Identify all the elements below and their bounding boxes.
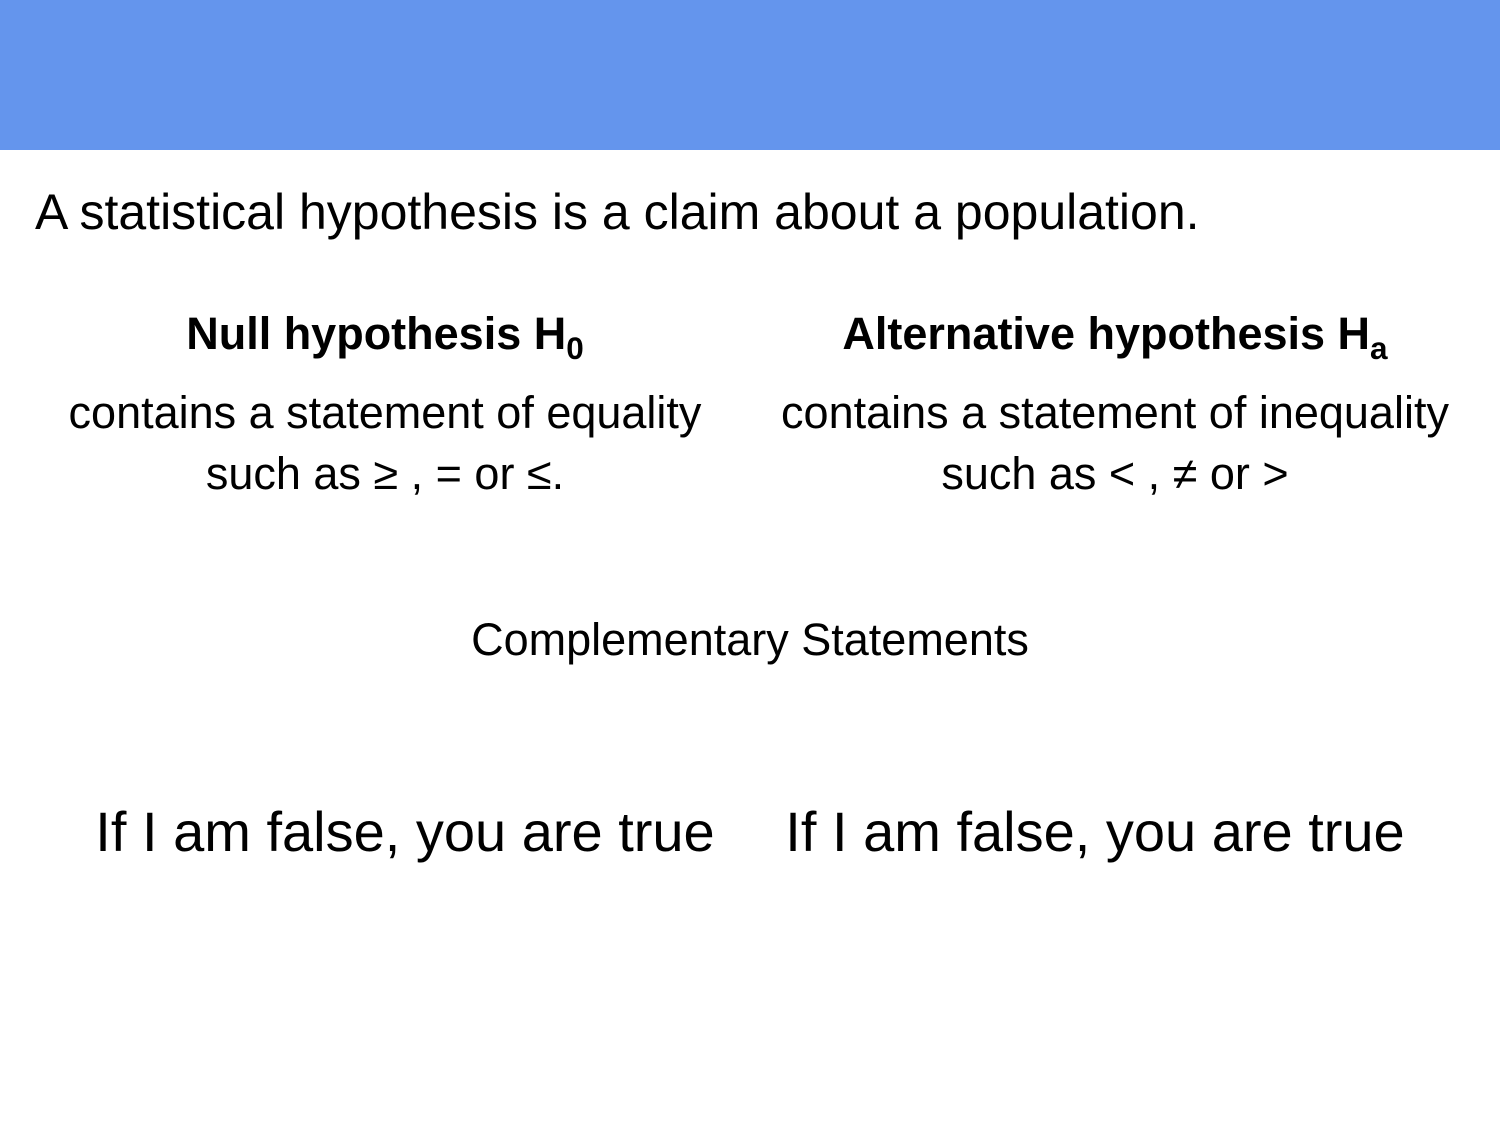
null-hypothesis-title: Null hypothesis H0 <box>35 305 735 369</box>
bottom-columns: If I am false, you are true If I am fals… <box>35 796 1465 869</box>
complementary-label: Complementary Statements <box>35 614 1465 666</box>
bottom-left-text: If I am false, you are true <box>75 796 735 869</box>
header-band <box>0 0 1500 150</box>
hypothesis-columns: Null hypothesis H0 contains a statement … <box>35 305 1465 504</box>
null-hypothesis-body: contains a statement of equality such as… <box>35 383 735 505</box>
alt-title-prefix: Alternative hypothesis H <box>842 308 1370 359</box>
bottom-left-column: If I am false, you are true <box>75 796 735 869</box>
bottom-right-column: If I am false, you are true <box>765 796 1425 869</box>
content-area: A statistical hypothesis is a claim abou… <box>0 150 1500 869</box>
alt-hypothesis-column: Alternative hypothesis Ha contains a sta… <box>765 305 1465 504</box>
null-hypothesis-column: Null hypothesis H0 contains a statement … <box>35 305 735 504</box>
main-claim-text: A statistical hypothesis is a claim abou… <box>35 180 1465 245</box>
alt-title-subscript: a <box>1370 330 1388 366</box>
null-title-subscript: 0 <box>566 330 584 366</box>
bottom-right-text: If I am false, you are true <box>765 796 1425 869</box>
alt-hypothesis-body: contains a statement of inequality such … <box>765 383 1465 505</box>
null-title-prefix: Null hypothesis H <box>186 308 566 359</box>
alt-hypothesis-title: Alternative hypothesis Ha <box>765 305 1465 369</box>
